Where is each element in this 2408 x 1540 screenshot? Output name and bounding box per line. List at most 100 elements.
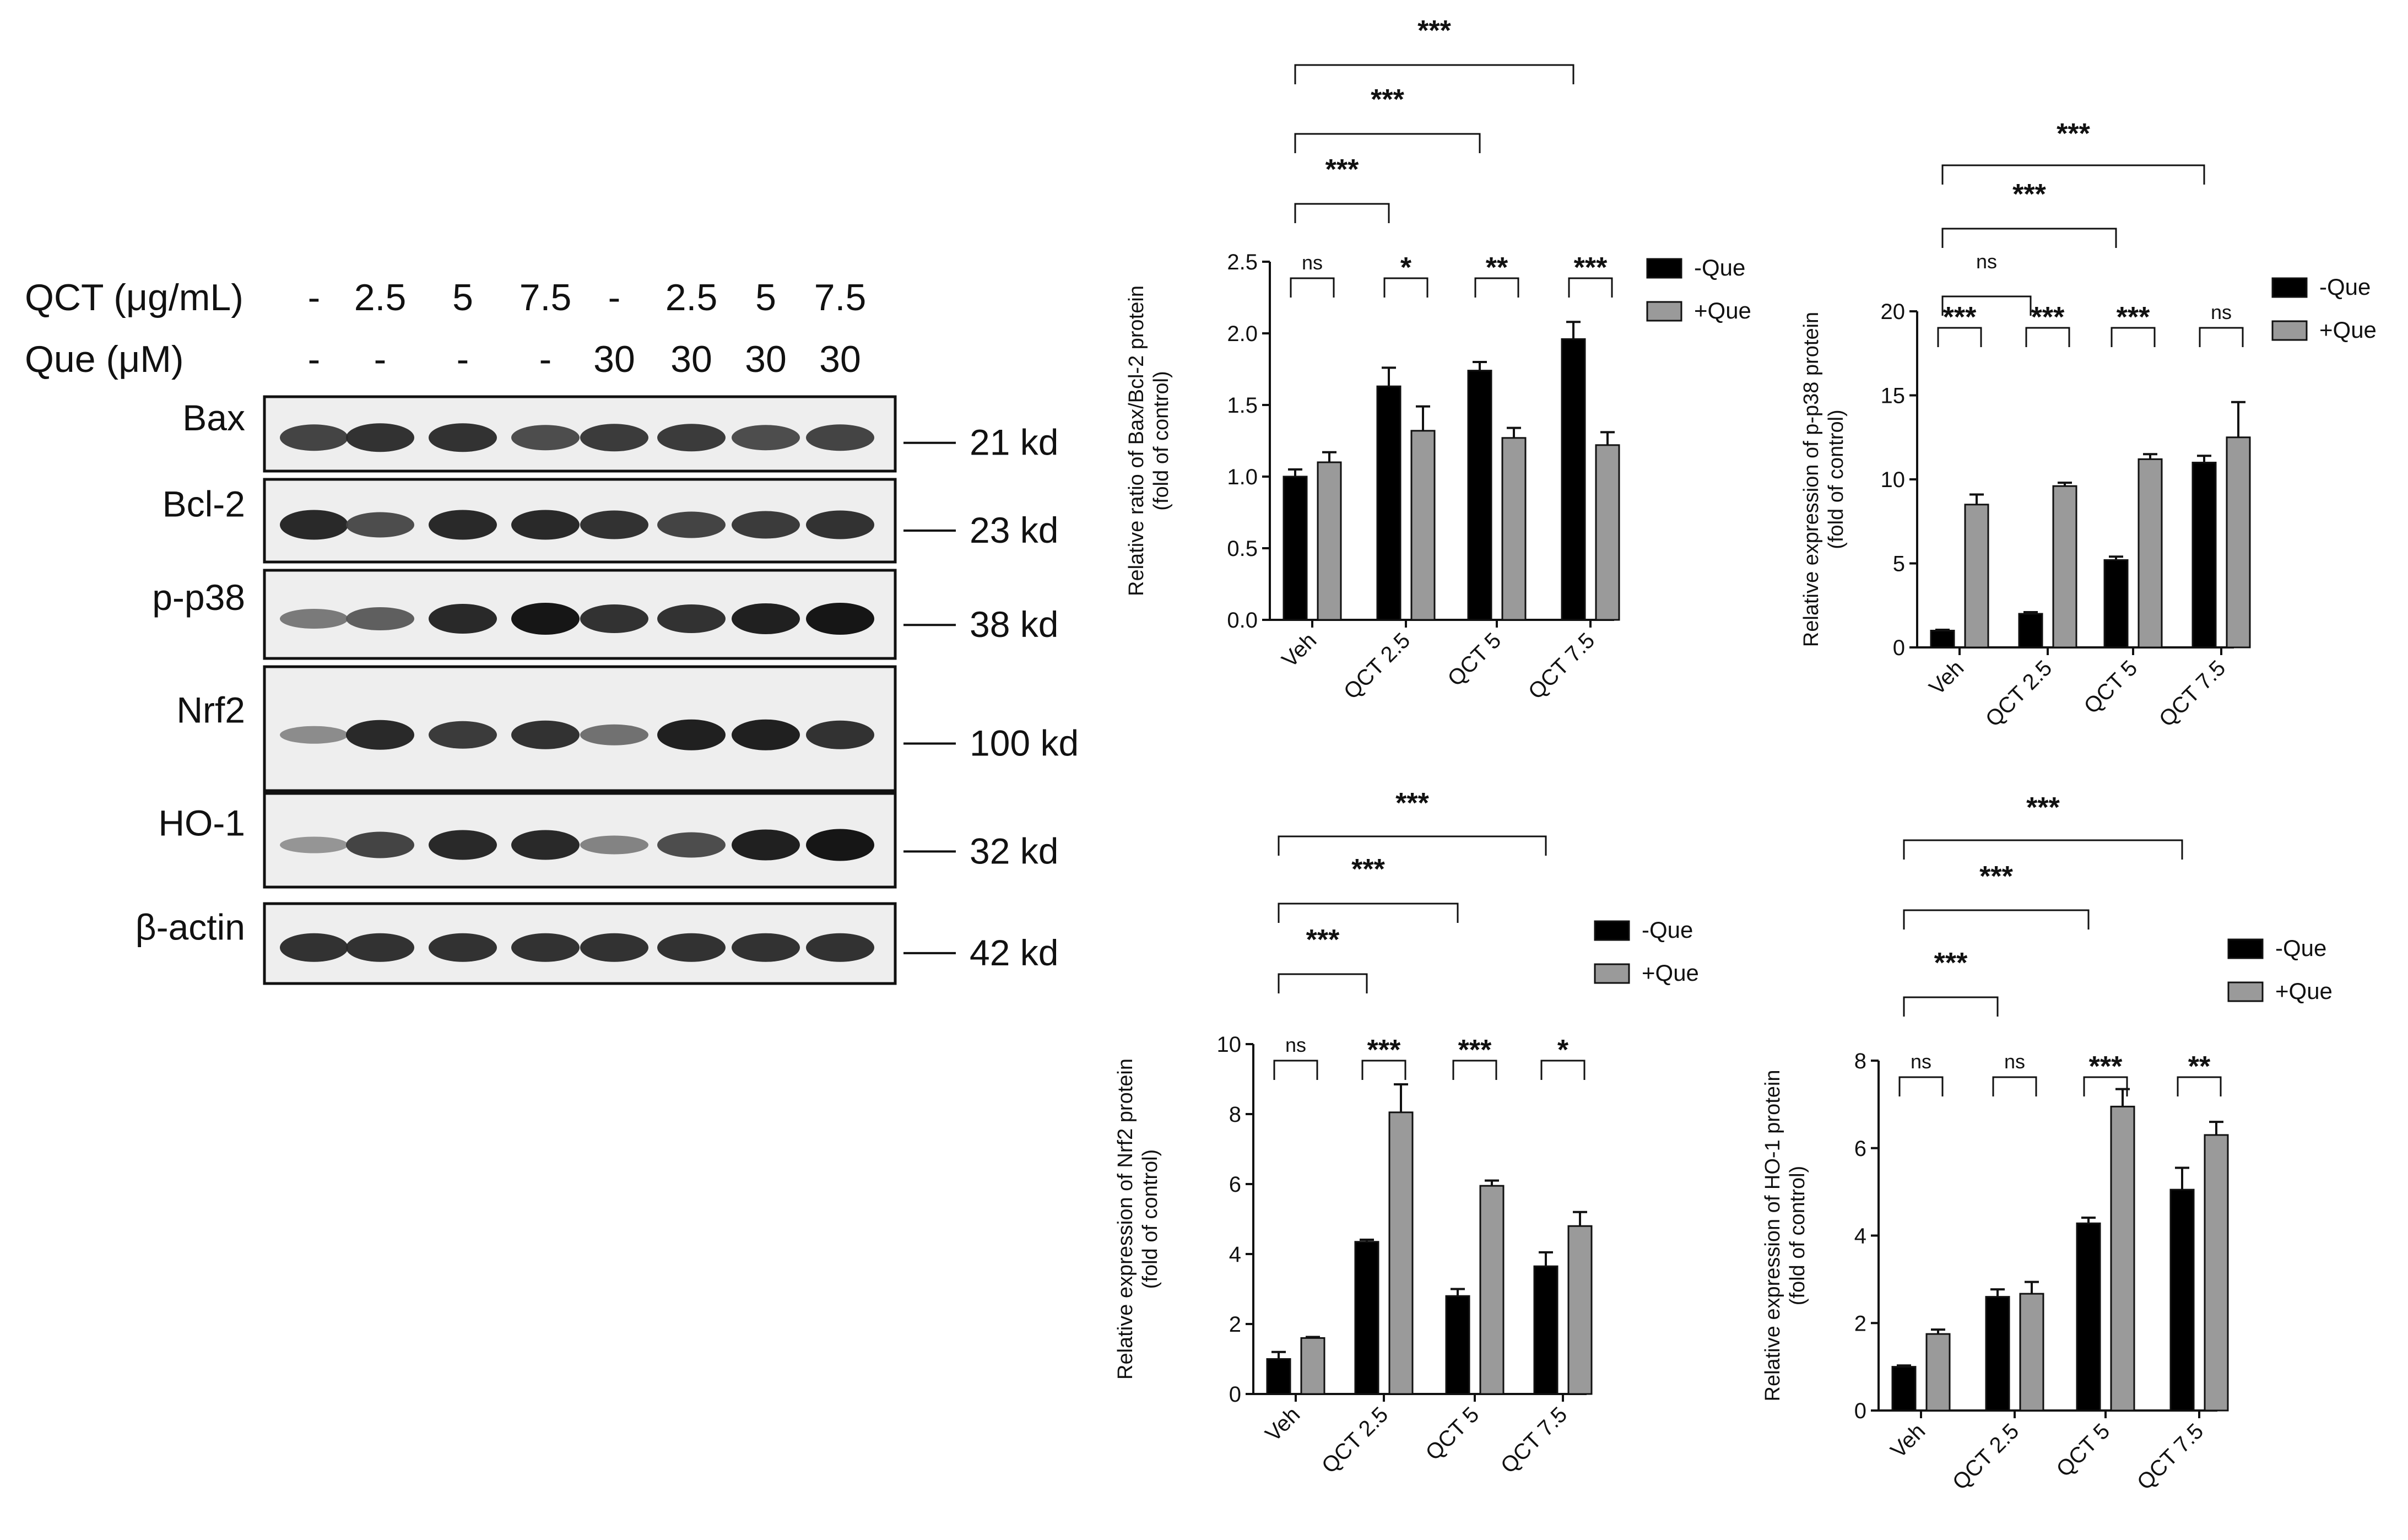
bar: [1354, 1241, 1379, 1395]
p-p38-expression-chart: 0 5 10 15 20 Relative expression of p-p38 pro…: [1800, 118, 2377, 732]
bar: [1317, 461, 1342, 621]
y-tick-label: 2: [1854, 1311, 1866, 1336]
qct-lane-value: 5: [755, 277, 776, 318]
comparison-significance: ns: [1976, 250, 1997, 273]
protein-name: Bax: [182, 397, 245, 438]
x-tick-label: Veh: [1260, 1402, 1305, 1446]
pair-significance: ***: [2117, 301, 2150, 333]
pair-significance: ns: [2004, 1050, 2025, 1073]
legend-label: -Que: [2275, 935, 2326, 961]
x-tick-label: QCT 2.5: [1981, 656, 2057, 731]
blot-band: [806, 720, 874, 749]
bar: [1595, 444, 1620, 621]
bar: [1561, 338, 1586, 621]
protein-name: Nrf2: [176, 689, 245, 730]
y-tick-label: 6: [1229, 1172, 1241, 1197]
x-tick-label: Veh: [1924, 656, 1968, 700]
qct-lane-value: -: [308, 277, 321, 318]
blot-band: [732, 511, 800, 539]
western-blot-panel: QCT (μg/mL)Que (μM)- 2.5 5 7.5-2.5 5 7.5- - - -3…: [25, 277, 1079, 985]
x-tick-label: QCT 5: [1443, 628, 1506, 691]
blot-band: [657, 424, 726, 452]
x-tick-label: QCT 5: [2052, 1419, 2114, 1482]
comparison-significance: ***: [1371, 84, 1404, 116]
y-tick-label: 2.0: [1227, 322, 1258, 346]
ho1-expression-chart: 0 2 4 6 8 Relative expression of HO-1 protein…: [1761, 792, 2333, 1495]
que-lane-value: -: [539, 338, 552, 380]
legend-label: +Que: [2319, 317, 2377, 343]
qct-lane-value: -: [608, 277, 621, 318]
pair-significance: ns: [2211, 301, 2232, 323]
qct-row-label: QCT (μg/mL): [25, 277, 243, 318]
pair-bracket: [1540, 1060, 1586, 1080]
comparison-significance: ***: [1934, 947, 1968, 979]
blot-band: [346, 423, 414, 452]
blot-band: [511, 510, 580, 540]
pair-bracket: [2199, 327, 2244, 347]
blot-row: Bcl-2 23 kd: [163, 478, 1058, 564]
comparison-significance: ***: [1351, 853, 1385, 885]
comparison-significance: ***: [2057, 118, 2090, 150]
blot-band: [657, 511, 726, 538]
legend-label: +Que: [2275, 978, 2333, 1004]
pair-bracket: [1361, 1060, 1406, 1080]
x-tick-label: Veh: [1886, 1419, 1930, 1463]
blot-band: [732, 829, 800, 861]
bar: [1891, 1366, 1917, 1412]
blot-band: [346, 933, 414, 962]
blot-band: [429, 721, 497, 749]
y-tick-label: 4: [1854, 1224, 1866, 1249]
que-lane-value: 30: [593, 338, 635, 380]
protein-name: Bcl-2: [163, 484, 245, 525]
bar: [1479, 1185, 1505, 1395]
molecular-weight: 100 kd: [970, 723, 1079, 764]
blot-band: [511, 933, 580, 962]
nrf2-expression-chart: 0 2 4 6 8 10 Relative expression of Nrf2 prote…: [1114, 787, 1699, 1478]
blot-row: HO-1 32 kd: [158, 792, 1058, 889]
y-tick-label: 20: [1881, 300, 1906, 324]
comparison-significance: ***: [1979, 861, 2013, 893]
pair-significance: ***: [1458, 1034, 1492, 1066]
pair-bracket: [1937, 327, 1982, 347]
blot-row: Nrf2 100 kd: [176, 665, 1079, 792]
bar: [2204, 1134, 2229, 1412]
blot-band: [280, 933, 348, 962]
blot-band: [732, 603, 800, 634]
que-lane-value: 30: [670, 338, 712, 380]
qct-lane-value: 5: [452, 277, 473, 318]
y-axis-label-unit: (fold of control): [1139, 1149, 1162, 1289]
bar: [1467, 370, 1492, 621]
blot-band: [657, 604, 726, 633]
blot-row: Bax 21 kd: [182, 395, 1058, 473]
comparison-bracket: [1941, 228, 2117, 248]
legend-label: +Que: [1694, 298, 1751, 323]
bar: [1388, 1111, 1414, 1395]
y-tick-label: 2: [1229, 1312, 1241, 1337]
y-tick-label: 0.0: [1227, 608, 1258, 633]
bar: [2052, 485, 2077, 649]
protein-name: p-p38: [152, 577, 245, 618]
blot-band: [429, 933, 497, 962]
molecular-weight: 42 kd: [970, 932, 1058, 973]
blot-band: [732, 719, 800, 750]
comparison-bracket: [1278, 903, 1459, 923]
blot-band: [280, 836, 348, 853]
bar: [1533, 1265, 1559, 1395]
blot-band: [732, 425, 800, 451]
blot-row: p-p38 38 kd: [152, 569, 1058, 660]
qct-lane-value: 2.5: [665, 277, 718, 318]
bar: [1567, 1225, 1593, 1395]
blot-band: [806, 933, 874, 962]
y-tick-label: 8: [1854, 1049, 1866, 1073]
y-axis-label-unit: (fold of control): [1786, 1166, 1809, 1305]
comparison-significance: ***: [2012, 179, 2046, 210]
bar: [1964, 504, 1989, 649]
molecular-weight: 32 kd: [970, 830, 1058, 871]
blot-band: [511, 720, 580, 749]
blot-band: [280, 510, 348, 540]
comparison-significance: ***: [1417, 15, 1451, 47]
x-tick-label: QCT 2.5: [1317, 1402, 1393, 1478]
bar: [2191, 462, 2217, 649]
pair-significance: ns: [1302, 251, 1323, 274]
legend-swatch: [2227, 938, 2264, 959]
